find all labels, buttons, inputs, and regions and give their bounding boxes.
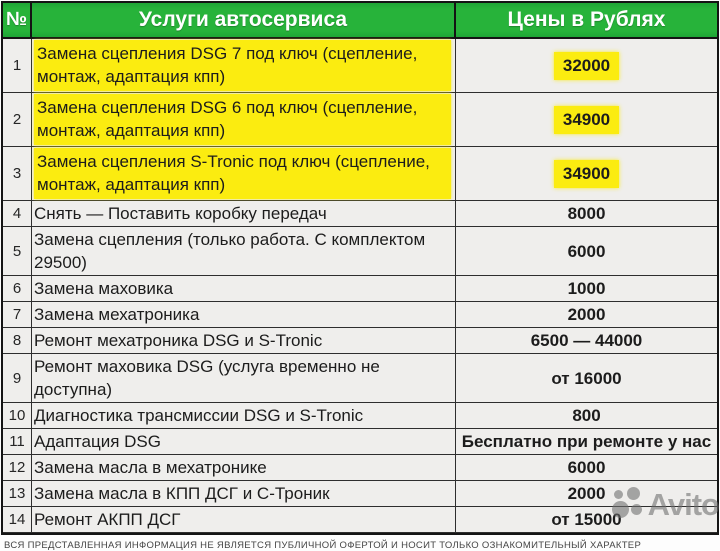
- service-name: Замена масла в КПП ДСГ и С-Троник: [32, 481, 456, 507]
- col-header-number: №: [3, 3, 32, 39]
- row-number: 9: [3, 354, 32, 403]
- service-price: от 16000: [456, 354, 717, 403]
- row-number: 10: [3, 403, 32, 429]
- row-number: 7: [3, 302, 32, 328]
- service-price: Бесплатно при ремонте у нас: [456, 429, 717, 455]
- service-price: 1000: [456, 276, 717, 302]
- row-number: 11: [3, 429, 32, 455]
- service-name: Замена сцепления DSG 6 под ключ (сцеплен…: [32, 93, 456, 147]
- service-name: Ремонт АКПП ДСГ: [32, 507, 456, 533]
- service-name: Замена сцепления (только работа. С компл…: [32, 227, 456, 276]
- price-table: № Услуги автосервиса Цены в Рублях 1 Заме…: [1, 1, 719, 535]
- col-header-services: Услуги автосервиса: [32, 3, 456, 39]
- col-header-prices: Цены в Рублях: [456, 3, 717, 39]
- service-price: от 15000: [456, 507, 717, 533]
- service-name: Ремонт мехатроника DSG и S-Tronic: [32, 328, 456, 354]
- service-price: 2000: [456, 302, 717, 328]
- service-price: 6500 — 44000: [456, 328, 717, 354]
- service-price: 8000: [456, 201, 717, 227]
- row-number: 14: [3, 507, 32, 533]
- row-number: 12: [3, 455, 32, 481]
- row-number: 4: [3, 201, 32, 227]
- service-name: Диагностика трансмиссии DSG и S-Tronic: [32, 403, 456, 429]
- row-number: 13: [3, 481, 32, 507]
- service-name: Замена сцепления DSG 7 под ключ (сцеплен…: [32, 39, 456, 93]
- service-price: 800: [456, 403, 717, 429]
- service-price: 6000: [456, 455, 717, 481]
- service-name: Замена масла в мехатронике: [32, 455, 456, 481]
- disclaimer-text: ВСЯ ПРЕДСТАВЛЕННАЯ ИНФОРМАЦИЯ НЕ ЯВЛЯЕТС…: [4, 540, 642, 551]
- row-number: 6: [3, 276, 32, 302]
- service-name: Ремонт маховика DSG (услуга временно не …: [32, 354, 456, 403]
- row-number: 2: [3, 93, 32, 147]
- service-name: Снять — Поставить коробку передач: [32, 201, 456, 227]
- row-number: 5: [3, 227, 32, 276]
- service-price: 34900: [456, 93, 717, 147]
- row-number: 1: [3, 39, 32, 93]
- row-number: 8: [3, 328, 32, 354]
- service-name: Адаптация DSG: [32, 429, 456, 455]
- row-number: 3: [3, 147, 32, 201]
- service-price: 34900: [456, 147, 717, 201]
- service-price: 32000: [456, 39, 717, 93]
- service-price: 6000: [456, 227, 717, 276]
- service-price: 2000: [456, 481, 717, 507]
- service-name: Замена мехатроника: [32, 302, 456, 328]
- service-name: Замена маховика: [32, 276, 456, 302]
- service-name: Замена сцепления S-Tronic под ключ (сцеп…: [32, 147, 456, 201]
